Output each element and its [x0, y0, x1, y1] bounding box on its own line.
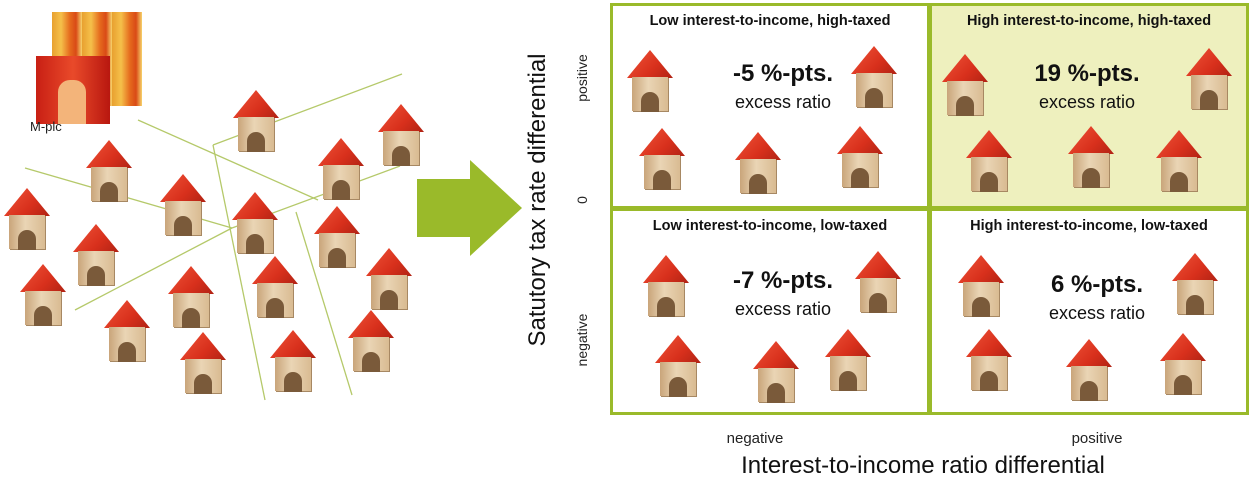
excess-ratio-label: excess ratio — [734, 92, 832, 112]
house-icon — [1068, 126, 1114, 188]
house-icon — [4, 188, 50, 250]
house-icon — [314, 206, 360, 268]
house-icon — [252, 256, 298, 318]
excess-ratio-label: excess ratio — [1048, 303, 1146, 323]
house-icon — [851, 46, 897, 108]
quadrant-title: High interest-to-income, high-taxed — [966, 13, 1212, 29]
house-icon — [1186, 48, 1232, 110]
quadrant-high-interest-low-taxed: High interest-to-income, low-taxed 6 %-p… — [932, 211, 1246, 412]
y-axis-label: Satutory tax rate differential — [524, 53, 551, 347]
house-icon — [1172, 253, 1218, 315]
house-icon — [837, 126, 883, 188]
quadrant-low-interest-low-taxed: Low interest-to-income, low-taxed -7 %-p… — [613, 211, 927, 412]
house-icon — [753, 341, 799, 403]
house-icon — [104, 300, 150, 362]
house-icon — [825, 329, 871, 391]
house-icon — [378, 104, 424, 166]
x-tick-negative: negative — [726, 430, 784, 447]
excess-ratio-label: excess ratio — [734, 299, 832, 319]
house-icon — [655, 335, 701, 397]
house-icon — [639, 128, 685, 190]
x-tick-positive: positive — [1071, 430, 1123, 447]
house-icon — [958, 255, 1004, 317]
house-icon — [20, 264, 66, 326]
house-icon — [735, 132, 781, 194]
quadrant-title: Low interest-to-income, high-taxed — [649, 13, 891, 29]
excess-ratio-label: excess ratio — [1038, 92, 1136, 112]
quadrant-high-interest-high-taxed: High interest-to-income, high-taxed 19 %… — [932, 6, 1246, 206]
house-icon — [966, 130, 1012, 192]
house-icon — [643, 255, 689, 317]
house-icon — [232, 192, 278, 254]
house-icon — [942, 54, 988, 116]
quadrant-grid: Low interest-to-income, high-taxed -5 %-… — [610, 3, 1249, 415]
house-icon — [73, 224, 119, 286]
entity-label: M-plc — [30, 119, 62, 134]
house-icon — [966, 329, 1012, 391]
house-icon — [627, 50, 673, 112]
quadrant-low-interest-high-taxed: Low interest-to-income, high-taxed -5 %-… — [613, 6, 927, 206]
excess-ratio-value: -7 %-pts. — [732, 267, 834, 294]
excess-ratio-value: -5 %-pts. — [732, 60, 834, 87]
house-icon — [318, 138, 364, 200]
house-icon — [86, 140, 132, 202]
y-tick-positive: positive — [574, 54, 590, 102]
house-icon — [366, 248, 412, 310]
house-icon — [168, 266, 214, 328]
excess-ratio-value: 6 %-pts. — [1050, 271, 1144, 298]
house-icon — [233, 90, 279, 152]
house-icon — [1156, 130, 1202, 192]
house-icon — [855, 251, 901, 313]
tower-door — [58, 80, 86, 124]
quadrant-title: High interest-to-income, low-taxed — [970, 218, 1208, 234]
x-axis-label: Interest-to-income ratio differential — [741, 452, 1105, 479]
house-icon — [180, 332, 226, 394]
house-icon — [160, 174, 206, 236]
excess-ratio-value: 19 %-pts. — [1034, 60, 1140, 87]
house-icon — [348, 310, 394, 372]
y-tick-zero: 0 — [574, 196, 590, 204]
house-icon — [1066, 339, 1112, 401]
house-icon — [1160, 333, 1206, 395]
y-tick-negative: negative — [574, 313, 590, 367]
quadrant-title: Low interest-to-income, low-taxed — [652, 218, 888, 234]
house-icon — [270, 330, 316, 392]
